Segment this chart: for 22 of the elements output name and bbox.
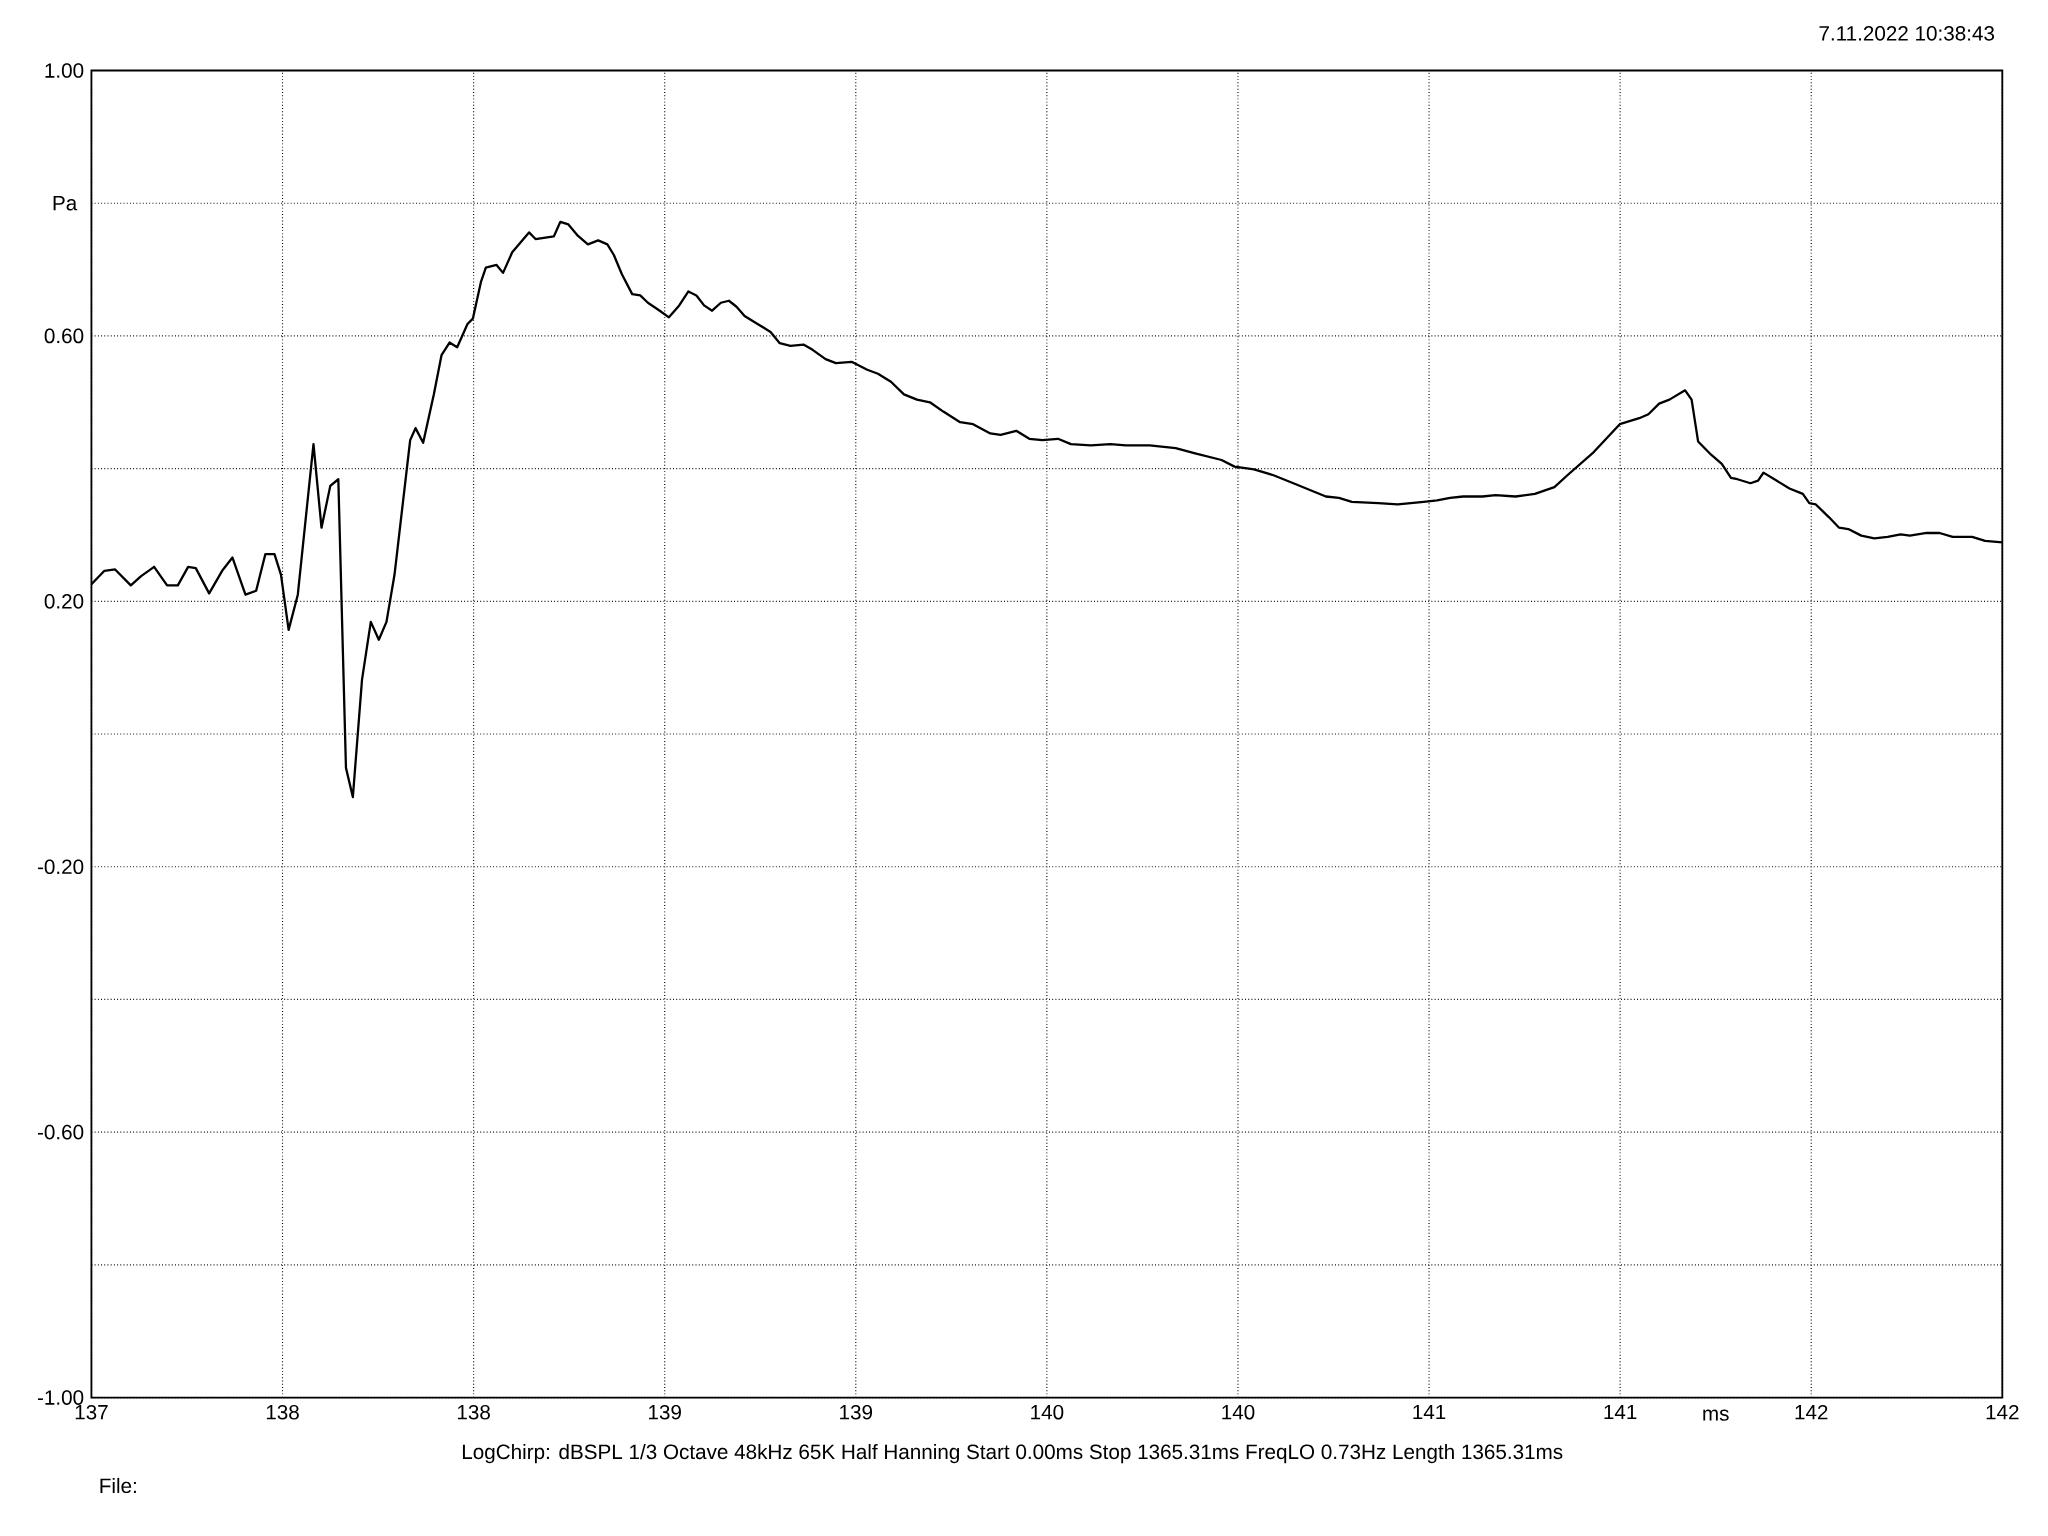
y-axis-title: Pa: [53, 196, 78, 211]
y-tick-label: 1.00: [45, 63, 84, 78]
x-tick-label: 140: [1222, 1404, 1255, 1420]
chart-subtitle: 7.11.2022 10:38:43: [1819, 26, 1995, 41]
y-tick-label: -0.20: [37, 859, 84, 875]
text: LogChirp: dBSPL 1/3 Octave 48kHz 65K Half Hanning Start 0.00ms Stop 1365.31ms FreqLO 0.73Hz Length 1365.31ms: [462, 1443, 1563, 1464]
x-tick-label: 138: [457, 1404, 490, 1420]
y-tick-label: -0.60: [37, 1124, 84, 1140]
y-tick-label: 0.60: [44, 328, 84, 344]
text: File:: [100, 1477, 136, 1494]
x-tick-label: 139: [649, 1404, 681, 1420]
x-tick-label: 138: [266, 1404, 299, 1420]
x-tick-label: 139: [840, 1404, 873, 1420]
x-tick-label: 141: [1413, 1404, 1446, 1420]
x-axis-title: ms: [1703, 1409, 1729, 1421]
x-tick-label: 140: [1031, 1404, 1064, 1420]
x-tick-label: 141: [1604, 1404, 1637, 1420]
x-tick-label: 142: [1795, 1404, 1828, 1420]
y-tick-label: 0.20: [44, 594, 84, 609]
y-tick-label: -1.00: [37, 1390, 84, 1405]
x-tick-label: 137: [75, 1404, 108, 1420]
x-tick-label: 142: [1986, 1404, 2019, 1420]
